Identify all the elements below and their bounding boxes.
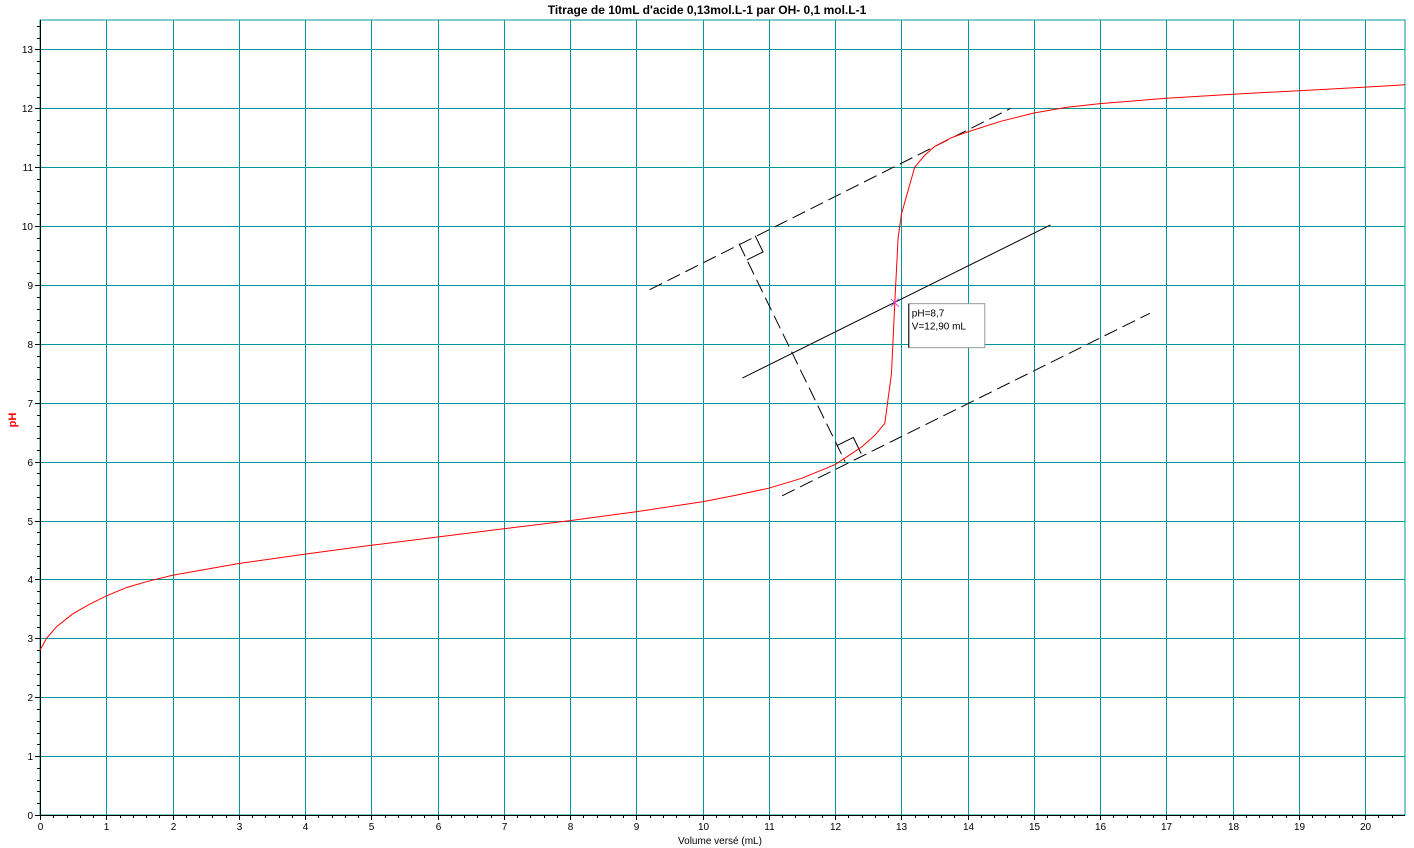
annotation-ph: pH=8,7 xyxy=(912,309,945,320)
x-tick-label: 12 xyxy=(830,822,842,833)
y-tick-label: 6 xyxy=(27,458,33,469)
x-tick-label: 0 xyxy=(38,822,44,833)
equivalence-marker xyxy=(890,298,900,308)
x-tick-label: 5 xyxy=(369,822,375,833)
y-tick-label: 0 xyxy=(27,811,33,822)
grid-layer xyxy=(39,19,1406,816)
x-tick-label: 2 xyxy=(171,822,177,833)
x-tick-label: 13 xyxy=(896,822,908,833)
x-axis-label: Volume versé (mL) xyxy=(678,836,762,847)
x-tick-label: 14 xyxy=(963,822,975,833)
x-tick-label: 6 xyxy=(436,822,442,833)
x-tick-label: 10 xyxy=(698,822,710,833)
y-tick-label: 10 xyxy=(22,222,34,233)
series-layer xyxy=(39,84,1406,651)
x-tick-label: 19 xyxy=(1294,822,1306,833)
chart-title: Titrage de 10mL d'acide 0,13mol.L-1 par … xyxy=(547,3,867,17)
right-angle-marker-upper xyxy=(746,235,764,261)
x-tick-label: 9 xyxy=(634,822,640,833)
annotation-layer: pH=8,7 V=12,90 mL xyxy=(890,298,986,349)
upper-tangent xyxy=(649,107,1011,291)
construction-layer xyxy=(649,107,1151,497)
y-tick-label: 4 xyxy=(27,575,33,586)
x-tick-label: 8 xyxy=(568,822,574,833)
y-tick-label: 7 xyxy=(27,399,33,410)
right-angle-marker-lower xyxy=(836,436,862,454)
x-tick-label: 3 xyxy=(237,822,243,833)
x-tick-label: 4 xyxy=(303,822,309,833)
perpendicular-line xyxy=(738,243,846,462)
y-axis-label: pH xyxy=(7,413,19,428)
annotation-volume: V=12,90 mL xyxy=(912,322,967,333)
y-tick-label: 11 xyxy=(23,163,34,174)
y-tick-label: 8 xyxy=(27,340,33,351)
x-tick-label: 17 xyxy=(1161,822,1173,833)
plot-frame xyxy=(39,19,1406,816)
y-tick-label: 1 xyxy=(27,752,33,763)
y-tick-label: 9 xyxy=(27,281,33,292)
axis-layer: 0 1 2 3 4 5 6 7 8 9 10 11 12 13 14 15 16 17 18 19 2001234567… xyxy=(22,20,1405,833)
lower-tangent xyxy=(781,312,1151,497)
titration-curve xyxy=(39,84,1406,651)
annotation-box xyxy=(908,303,986,349)
y-tick-label: 3 xyxy=(27,634,33,645)
x-tick-label: 20 xyxy=(1360,822,1372,833)
y-tick-label: 2 xyxy=(27,693,33,704)
y-tick-label: 12 xyxy=(22,104,34,115)
x-tick-label: 7 xyxy=(502,822,508,833)
x-tick-label: 18 xyxy=(1228,822,1240,833)
x-tick-label: 11 xyxy=(764,822,775,833)
y-tick-label: 5 xyxy=(27,517,33,528)
y-tick-label: 13 xyxy=(22,45,34,56)
x-tick-label: 15 xyxy=(1029,822,1041,833)
x-tick-label: 1 xyxy=(104,822,110,833)
x-tick-label: 16 xyxy=(1095,822,1107,833)
